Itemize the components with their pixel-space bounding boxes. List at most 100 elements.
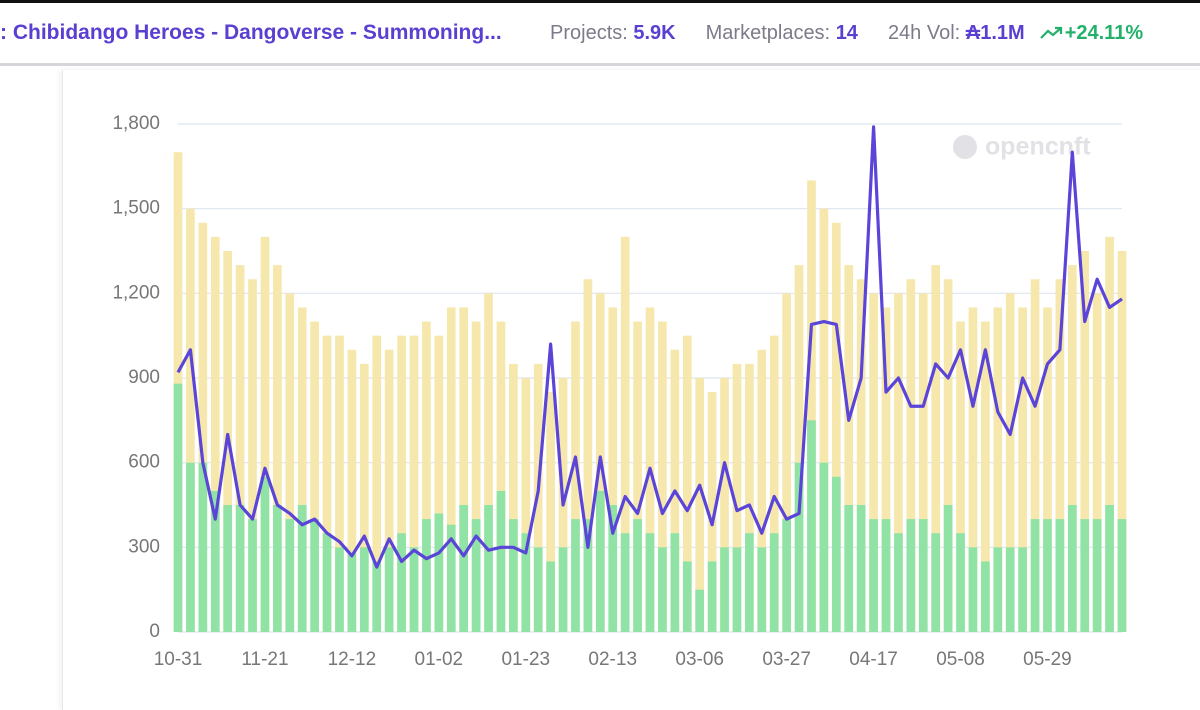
bar bbox=[1105, 236, 1114, 632]
bar bbox=[1018, 547, 1027, 632]
bar bbox=[757, 547, 767, 632]
bar bbox=[1005, 293, 1015, 632]
bar bbox=[397, 335, 406, 632]
bar bbox=[918, 293, 928, 632]
x-tick-label: 01-02 bbox=[415, 649, 464, 670]
bar bbox=[1043, 307, 1052, 632]
bar bbox=[521, 533, 531, 632]
bar bbox=[310, 519, 319, 632]
bar bbox=[831, 476, 841, 632]
chart: opencnft 0 300 600 900 1,200 1,500 1,800 10-31 1… bbox=[112, 113, 1127, 670]
line bbox=[176, 125, 1123, 569]
bar bbox=[397, 533, 406, 632]
bar bbox=[595, 490, 605, 632]
bar bbox=[682, 335, 692, 632]
top-bar bbox=[0, 0, 1200, 3]
bar bbox=[496, 490, 506, 632]
bar bbox=[1055, 279, 1065, 632]
bar bbox=[968, 307, 978, 632]
y-tick-label: 1,800 bbox=[112, 113, 160, 134]
bar bbox=[769, 533, 779, 632]
bar bbox=[968, 547, 978, 632]
bar bbox=[459, 307, 469, 632]
bar bbox=[981, 321, 990, 632]
stat: Marketplaces: 14 bbox=[706, 22, 858, 45]
bar bbox=[235, 505, 245, 632]
bar bbox=[894, 533, 903, 632]
bar bbox=[533, 547, 543, 632]
bar bbox=[347, 349, 357, 632]
bar bbox=[285, 519, 295, 632]
bar bbox=[1030, 279, 1040, 632]
bar bbox=[372, 561, 382, 632]
trend-icon bbox=[1039, 26, 1062, 39]
bar bbox=[633, 519, 642, 632]
bar bbox=[409, 547, 419, 632]
bar bbox=[1117, 251, 1127, 632]
bar bbox=[210, 490, 220, 632]
bar bbox=[869, 519, 878, 632]
bar bbox=[1117, 519, 1127, 632]
bar bbox=[384, 547, 394, 632]
bar bbox=[658, 321, 667, 632]
bar bbox=[807, 180, 816, 632]
bar bbox=[608, 307, 618, 632]
bar bbox=[384, 349, 394, 632]
bar bbox=[459, 505, 469, 632]
bar bbox=[819, 208, 829, 632]
bar bbox=[682, 561, 692, 632]
bar bbox=[1080, 519, 1090, 632]
watermark-icon bbox=[953, 135, 977, 159]
bar bbox=[509, 519, 518, 632]
bar bbox=[844, 505, 854, 632]
bar bbox=[881, 307, 891, 632]
bar bbox=[273, 265, 282, 632]
x-tick-label: 10-31 bbox=[154, 649, 203, 670]
bar bbox=[546, 392, 555, 632]
stat-label: Projects: bbox=[550, 21, 628, 44]
bar bbox=[335, 335, 344, 632]
change: +24.11% bbox=[1039, 22, 1143, 45]
bar bbox=[769, 335, 779, 632]
bar bbox=[285, 293, 295, 632]
change-value: +24.11% bbox=[1064, 21, 1144, 44]
bar bbox=[571, 321, 580, 632]
x-tick-label: 03-06 bbox=[675, 649, 724, 670]
bar bbox=[956, 321, 965, 632]
stat-value: ₳1.1M bbox=[965, 21, 1025, 44]
bar bbox=[782, 293, 791, 632]
bar bbox=[831, 222, 841, 632]
header: : Chibidango Heroes - Dangoverse - Summo… bbox=[0, 3, 1200, 63]
bar bbox=[372, 335, 382, 632]
bar bbox=[571, 519, 580, 632]
bar bbox=[446, 307, 456, 632]
bar bbox=[931, 533, 941, 632]
bar bbox=[695, 378, 705, 632]
stat: Projects: 5.9K bbox=[550, 22, 676, 45]
collection-title[interactable]: : Chibidango Heroes - Dangoverse - Summo… bbox=[0, 21, 502, 44]
bar bbox=[198, 462, 208, 632]
bar bbox=[869, 293, 878, 632]
bar bbox=[260, 236, 270, 632]
bar bbox=[732, 547, 742, 632]
x-tick-label: 02-13 bbox=[588, 649, 637, 670]
bar bbox=[1092, 293, 1102, 632]
bar bbox=[422, 519, 431, 632]
bar bbox=[856, 279, 866, 632]
bar bbox=[1067, 265, 1077, 632]
bar bbox=[1043, 519, 1052, 632]
bar bbox=[757, 349, 767, 632]
bar bbox=[484, 505, 493, 632]
bar bbox=[322, 533, 332, 632]
watermark: opencnft bbox=[985, 133, 1091, 161]
bar bbox=[260, 476, 270, 632]
bar bbox=[186, 462, 195, 632]
y-tick-label: 0 bbox=[149, 621, 160, 642]
x-tick-label: 04-17 bbox=[849, 649, 898, 670]
bar bbox=[471, 519, 481, 632]
bar bbox=[620, 533, 630, 632]
bar bbox=[943, 505, 953, 632]
stat: 24h Vol: ₳1.1M bbox=[888, 22, 1025, 45]
bar bbox=[856, 505, 866, 632]
